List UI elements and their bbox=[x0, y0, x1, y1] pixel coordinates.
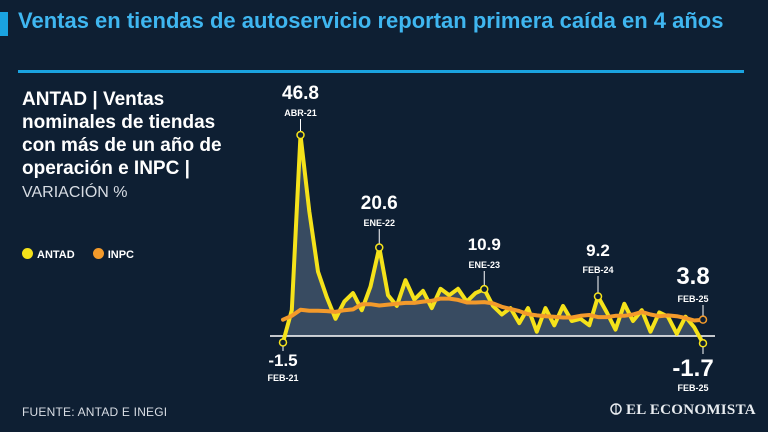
annotation-value: 9.2 bbox=[586, 241, 610, 260]
annotation-value: 46.8 bbox=[282, 83, 319, 104]
annotation-value: -1.5 bbox=[268, 351, 297, 370]
annotation-value: 20.6 bbox=[361, 193, 398, 214]
subtitle-bold: ANTAD | Ventas nominales de tiendas con … bbox=[22, 89, 222, 179]
accent-bar bbox=[0, 12, 8, 36]
annotation-marker bbox=[375, 243, 384, 252]
annotation-date: FEB-25 bbox=[677, 383, 708, 393]
legend-dot-inpc bbox=[92, 248, 104, 259]
annotation-marker bbox=[296, 130, 305, 140]
antad-area bbox=[283, 135, 703, 344]
chart-legend: ANTAD INPC bbox=[22, 248, 144, 261]
annotation-date: FEB-24 bbox=[582, 265, 613, 275]
annotation-marker bbox=[480, 284, 489, 294]
annotation-marker bbox=[593, 292, 603, 301]
legend-label-antad: ANTAD bbox=[37, 249, 75, 261]
annotation-date: ABR-21 bbox=[284, 108, 317, 118]
annotation-date: ENE-23 bbox=[468, 260, 500, 270]
legend-label-inpc: INPC bbox=[107, 249, 134, 261]
annotation-date: FEB-25 bbox=[677, 294, 708, 304]
source-note: FUENTE: ANTAD E INEGI bbox=[22, 405, 168, 419]
logo-mark-icon bbox=[610, 403, 622, 415]
annotation-date: ENE-22 bbox=[363, 218, 395, 228]
legend-item-antad: ANTAD bbox=[22, 248, 75, 261]
annotation-value: 10.9 bbox=[468, 235, 501, 254]
logo-text: EL ECONOMISTA bbox=[626, 402, 756, 418]
annotation-marker bbox=[698, 339, 708, 348]
annotation-marker bbox=[278, 338, 288, 347]
annotation-value: -1.7 bbox=[672, 355, 713, 382]
annotation-date: FEB-21 bbox=[267, 373, 298, 383]
page-title: Ventas en tiendas de autoservicio report… bbox=[18, 8, 724, 33]
chart-subtitle: ANTAD | Ventas nominales de tiendas con … bbox=[22, 88, 252, 204]
publisher-logo: EL ECONOMISTA bbox=[610, 402, 756, 419]
annotation-marker bbox=[698, 315, 708, 324]
legend-dot-antad bbox=[22, 248, 33, 259]
subtitle-unit: VARIACIÓN % bbox=[22, 184, 128, 201]
title-divider bbox=[18, 70, 744, 73]
legend-item-inpc: INPC bbox=[92, 248, 134, 261]
annotation-value: 3.8 bbox=[676, 263, 709, 290]
